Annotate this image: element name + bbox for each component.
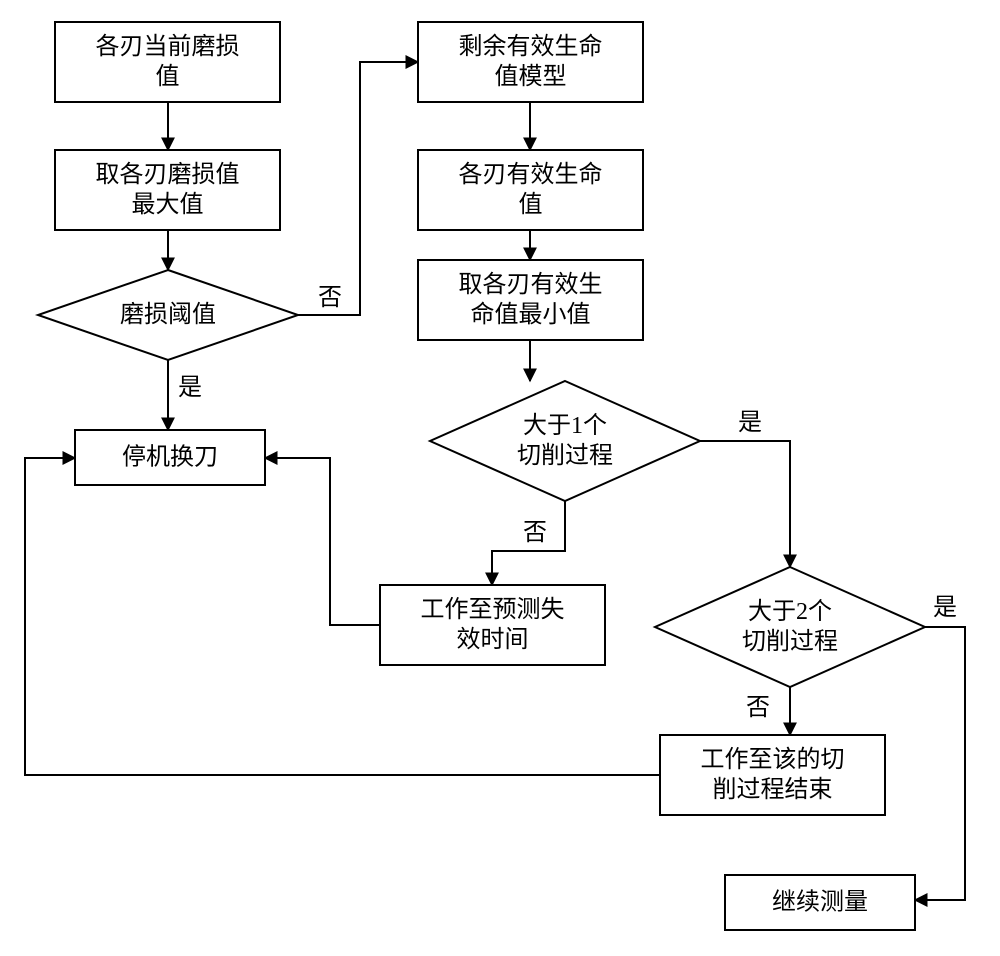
node-label: 停机换刀 bbox=[122, 444, 218, 471]
node-label: 各刃有效生命 bbox=[459, 161, 603, 188]
node-label: 磨损阈值 bbox=[120, 301, 216, 328]
node-n5: 剩余有效生命值模型 bbox=[418, 22, 643, 102]
node-label: 工作至该的切 bbox=[701, 746, 845, 773]
node-label: 值 bbox=[156, 63, 180, 90]
edge-label: 是 bbox=[738, 410, 762, 436]
node-label: 削过程结束 bbox=[713, 776, 833, 803]
node-label: 工作至预测失 bbox=[421, 596, 565, 623]
node-n11: 工作至该的切削过程结束 bbox=[660, 735, 885, 815]
edge-label: 是 bbox=[178, 375, 202, 401]
edge bbox=[265, 458, 380, 625]
node-label: 大于1个 bbox=[523, 412, 607, 439]
edge bbox=[915, 627, 965, 900]
node-n7: 取各刃有效生命值最小值 bbox=[418, 260, 643, 340]
node-label: 命值最小值 bbox=[471, 301, 591, 328]
node-label: 剩余有效生命 bbox=[459, 33, 603, 60]
node-label: 效时间 bbox=[457, 626, 529, 653]
edge bbox=[298, 62, 418, 315]
node-n6: 各刃有效生命值 bbox=[418, 150, 643, 230]
edge-label: 否 bbox=[746, 695, 770, 721]
node-label: 切削过程 bbox=[742, 628, 838, 655]
nodes: 各刃当前磨损值取各刃磨损值最大值磨损阈值停机换刀剩余有效生命值模型各刃有效生命值… bbox=[38, 22, 925, 930]
node-n2: 取各刃磨损值最大值 bbox=[55, 150, 280, 230]
edge bbox=[700, 441, 790, 567]
node-label: 值模型 bbox=[495, 63, 567, 90]
edge-label: 否 bbox=[318, 285, 342, 311]
node-label: 大于2个 bbox=[748, 598, 832, 625]
node-n8: 大于1个切削过程 bbox=[430, 381, 700, 501]
node-label: 继续测量 bbox=[772, 889, 868, 916]
node-n1: 各刃当前磨损值 bbox=[55, 22, 280, 102]
node-n9: 工作至预测失效时间 bbox=[380, 585, 605, 665]
node-label: 各刃当前磨损 bbox=[96, 33, 240, 60]
node-n4: 停机换刀 bbox=[75, 430, 265, 485]
edge-label: 否 bbox=[523, 520, 547, 546]
node-label: 最大值 bbox=[132, 191, 204, 218]
node-label: 切削过程 bbox=[517, 442, 613, 469]
node-label: 取各刃有效生 bbox=[459, 271, 603, 298]
node-label: 值 bbox=[519, 191, 543, 218]
node-n10: 大于2个切削过程 bbox=[655, 567, 925, 687]
node-label: 取各刃磨损值 bbox=[96, 161, 240, 188]
edge-label: 是 bbox=[933, 595, 957, 621]
node-n3: 磨损阈值 bbox=[38, 270, 298, 360]
node-n12: 继续测量 bbox=[725, 875, 915, 930]
